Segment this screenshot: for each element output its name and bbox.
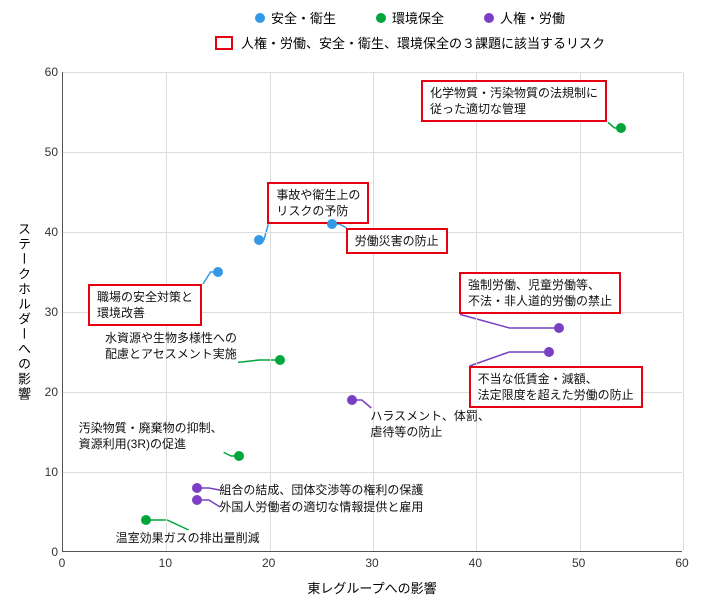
y-tick: 60 xyxy=(44,65,58,79)
legend-dot-icon xyxy=(376,13,386,23)
plot-area: 職場の安全対策と環境改善 事故や衛生上のリスクの予防労働災害の防止 化学物質・汚染物… xyxy=(62,72,682,552)
point-p12 xyxy=(141,515,151,525)
y-tick: 30 xyxy=(44,305,58,319)
label-p7: 水資源や生物多様性への配慮とアセスメント実施 xyxy=(105,330,237,362)
x-tick: 10 xyxy=(159,556,172,570)
legend-label: 人権・労働 xyxy=(500,8,565,27)
point-p7 xyxy=(275,355,285,365)
point-p10 xyxy=(192,483,202,493)
leader-p6 xyxy=(470,352,549,366)
point-p8 xyxy=(347,395,357,405)
legend-riskbox: 人権・労働、安全・衛生、環境保全の３課題に該当するリスク xyxy=(120,33,700,52)
y-tick: 10 xyxy=(44,465,58,479)
legend-label: 環境保全 xyxy=(392,8,444,27)
label-p8: ハラスメント、体罰、虐待等の防止 xyxy=(370,408,490,440)
x-tick: 60 xyxy=(675,556,688,570)
point-p1 xyxy=(213,267,223,277)
x-tick: 20 xyxy=(262,556,275,570)
gridline-v xyxy=(683,72,684,551)
legend-label: 安全・衛生 xyxy=(271,8,336,27)
legend: 安全・衛生 環境保全 人権・労働 人権・労働、安全・衛生、環境保全の３課題に該当する… xyxy=(120,8,700,52)
legend-dot-icon xyxy=(484,13,494,23)
gridline-h xyxy=(63,72,682,73)
label-p5: 強制労働、児童労働等、不法・非人道的労働の禁止 xyxy=(459,272,621,314)
label-p11: 外国人労働者の適切な情報提供と雇用 xyxy=(219,499,423,515)
point-p2 xyxy=(254,235,264,245)
x-tick: 30 xyxy=(365,556,378,570)
y-tick: 0 xyxy=(44,545,58,559)
point-p3 xyxy=(327,219,337,229)
y-tick: 50 xyxy=(44,145,58,159)
label-p1: 職場の安全対策と環境改善 xyxy=(88,284,202,326)
label-p12: 温室効果ガスの排出量削減 xyxy=(116,530,260,546)
label-p10: 組合の結成、団体交渉等の権利の保護 xyxy=(219,482,423,498)
x-axis-label: 東レグループへの影響 xyxy=(62,578,682,597)
point-p6 xyxy=(544,347,554,357)
riskbox-icon xyxy=(215,36,233,50)
legend-dot-icon xyxy=(255,13,265,23)
label-p3: 労働災害の防止 xyxy=(346,228,448,254)
gridline-h xyxy=(63,472,682,473)
x-tick: 50 xyxy=(572,556,585,570)
legend-item-safety: 安全・衛生 xyxy=(255,8,336,27)
y-axis-label: ステークホルダーへの影響 xyxy=(14,72,33,552)
riskbox-label: 人権・労働、安全・衛生、環境保全の３課題に該当するリスク xyxy=(241,33,605,52)
y-tick: 20 xyxy=(44,385,58,399)
leader-p7 xyxy=(238,360,280,362)
label-p4: 化学物質・汚染物質の法規制に従った適切な管理 xyxy=(421,80,607,122)
point-p11 xyxy=(192,495,202,505)
label-p2: 事故や衛生上のリスクの予防 xyxy=(267,182,369,224)
y-tick: 40 xyxy=(44,225,58,239)
point-p9 xyxy=(234,451,244,461)
scatter-chart: 安全・衛生 環境保全 人権・労働 人権・労働、安全・衛生、環境保全の３課題に該当する… xyxy=(0,0,720,605)
legend-item-environment: 環境保全 xyxy=(376,8,444,27)
point-p4 xyxy=(616,123,626,133)
x-tick: 0 xyxy=(59,556,66,570)
label-p9: 汚染物質・廃棄物の抑制、資源利用(3R)の促進 xyxy=(79,420,223,452)
gridline-h xyxy=(63,152,682,153)
label-p6: 不当な低賃金・減額、法定限度を超えた労働の防止 xyxy=(469,366,643,408)
leader-p5 xyxy=(460,314,559,328)
point-p5 xyxy=(554,323,564,333)
x-tick: 40 xyxy=(469,556,482,570)
legend-categories: 安全・衛生 環境保全 人権・労働 xyxy=(120,8,700,27)
legend-item-humanrights: 人権・労働 xyxy=(484,8,565,27)
